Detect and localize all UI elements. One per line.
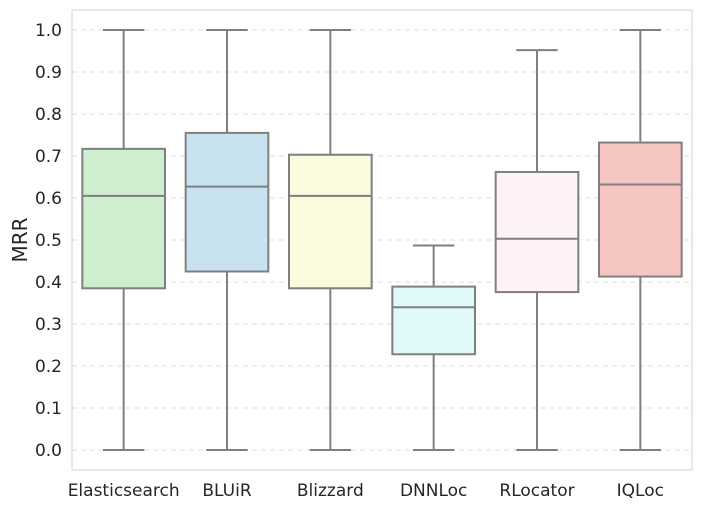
box-series [81, 29, 683, 451]
box-blizzard [288, 29, 373, 451]
iqr-box [81, 147, 166, 290]
x-tick-labels: Elasticsearch BLUiR Blizzard DNNLoc RLocator… [68, 481, 664, 501]
x-tick-label: Elasticsearch [68, 481, 180, 501]
x-tick-label: BLUiR [202, 481, 251, 501]
x-tick-label: DNNLoc [400, 481, 467, 501]
box-elasticsearch [81, 29, 166, 451]
x-tick-label: Blizzard [297, 481, 364, 501]
y-tick-label: 0.9 [35, 63, 62, 83]
plot-frame [71, 9, 693, 471]
box-rlocator [494, 49, 580, 451]
y-tick-label: 0.3 [35, 315, 62, 335]
grid-lines [72, 29, 692, 451]
y-tick-label: 0.2 [35, 357, 62, 377]
iqr-box [598, 141, 683, 278]
y-tick-label: 0.4 [35, 273, 62, 293]
box-iqloc [598, 29, 683, 451]
y-tick-label: 0.5 [35, 231, 62, 251]
y-tick-label: 0.8 [35, 105, 62, 125]
y-tick-label: 1.0 [35, 21, 62, 41]
y-tick-label: 0.0 [35, 441, 62, 461]
iqr-box [391, 285, 477, 356]
iqr-box [494, 170, 580, 294]
y-tick-label: 0.1 [35, 399, 62, 419]
box-dnnloc [391, 244, 477, 451]
y-tick-label: 0.6 [35, 189, 62, 209]
box-bluir [184, 29, 270, 451]
y-tick-labels: 0.0 0.1 0.2 0.3 0.4 0.5 0.6 0.7 0.8 0.9 1.0 [35, 21, 62, 461]
y-axis-label: MRR [8, 217, 32, 262]
iqr-box [184, 131, 270, 273]
x-tick-label: RLocator [499, 481, 574, 501]
iqr-box [288, 153, 373, 290]
x-tick-label: IQLoc [617, 481, 664, 501]
y-tick-label: 0.7 [35, 147, 62, 167]
